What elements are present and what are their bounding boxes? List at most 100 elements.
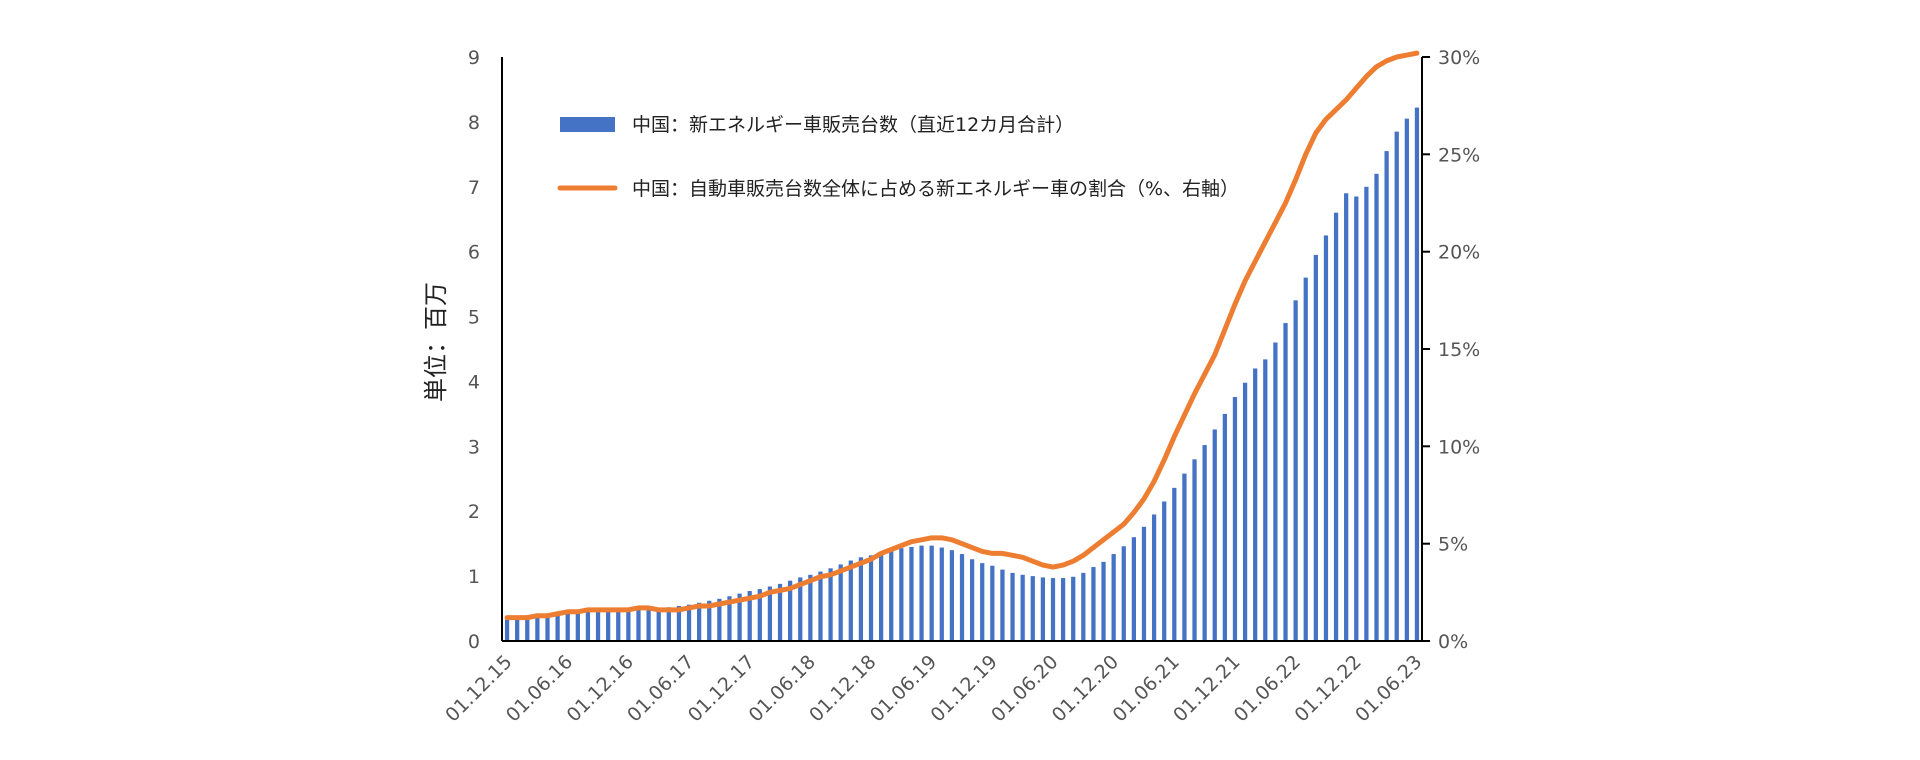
bar <box>980 563 985 641</box>
bar <box>1323 235 1329 641</box>
y-tick-label: 0 <box>468 631 480 653</box>
bar <box>969 559 975 641</box>
bar <box>504 619 510 641</box>
bar <box>1313 254 1318 641</box>
bar <box>1404 118 1409 641</box>
bar <box>1273 342 1278 641</box>
bar <box>1050 578 1056 641</box>
bar <box>909 546 914 641</box>
bar <box>939 547 944 641</box>
y2-tick-label: 10% <box>1438 436 1480 458</box>
bar <box>676 605 682 641</box>
bar <box>606 610 611 641</box>
bar <box>1071 576 1076 641</box>
bar <box>636 608 641 641</box>
bar <box>515 618 520 641</box>
bar <box>737 593 742 641</box>
y-tick-labels-left: 0 1 2 3 4 5 6 7 8 9 <box>468 47 480 653</box>
bar <box>838 564 843 641</box>
bar <box>919 545 924 641</box>
bar <box>626 608 631 641</box>
bar <box>757 589 762 641</box>
bar <box>828 568 833 641</box>
bar <box>1303 277 1308 641</box>
bar <box>1010 572 1015 641</box>
bar <box>1081 572 1086 641</box>
bar <box>1384 151 1389 641</box>
x-tick-labels: 01.12.1501.06.1601.12.1601.06.1701.12.17… <box>441 651 1426 726</box>
y2-tick-label: 5% <box>1438 534 1468 556</box>
bar <box>879 552 884 641</box>
bar <box>889 550 894 641</box>
legend-swatch-bars <box>560 117 615 132</box>
bar <box>990 565 995 641</box>
bar <box>1253 368 1258 641</box>
y2-tick-label: 0% <box>1438 631 1468 653</box>
bar <box>616 609 621 641</box>
share-line <box>504 50 1420 621</box>
bar <box>1414 107 1420 642</box>
bar <box>565 613 570 641</box>
legend-label-line: 中国：自動車販売台数全体に占める新エネルギー車の割合（%、右軸） <box>632 178 1239 200</box>
y-tick-label: 3 <box>468 436 480 458</box>
bar <box>1040 577 1046 641</box>
bar <box>666 607 671 641</box>
bar-series <box>504 107 1420 642</box>
bar <box>777 583 783 641</box>
bar <box>1242 382 1248 641</box>
bar <box>1283 323 1288 641</box>
bar <box>727 596 732 641</box>
bar <box>1172 487 1177 641</box>
bar <box>686 604 692 641</box>
bar <box>1060 578 1066 641</box>
bar <box>707 600 712 641</box>
bar <box>595 611 601 641</box>
bar <box>1192 459 1197 641</box>
y2-tick-label: 25% <box>1438 144 1480 166</box>
bar <box>1263 359 1268 641</box>
bar <box>717 598 722 641</box>
bar <box>1091 567 1096 641</box>
bar <box>1131 537 1136 641</box>
bar <box>858 557 864 641</box>
y-tick-label: 2 <box>468 501 480 523</box>
y-axis-label: 単位：百万 <box>422 282 450 402</box>
bar <box>1202 445 1207 641</box>
bar <box>1141 526 1147 641</box>
bar <box>585 611 591 641</box>
bar <box>697 602 702 641</box>
bar <box>1394 131 1399 641</box>
bar <box>545 616 550 641</box>
bar <box>868 555 874 641</box>
y-tick-label: 8 <box>468 112 480 134</box>
bar <box>1354 196 1359 641</box>
bar <box>1030 576 1035 641</box>
bar <box>555 615 560 641</box>
x-tick-label: 01.06.23 <box>1351 651 1426 726</box>
bar <box>656 607 661 641</box>
bar <box>1344 193 1349 641</box>
bar <box>1121 546 1126 641</box>
bar <box>1162 501 1167 641</box>
bar <box>575 612 580 641</box>
y2-tick-label: 30% <box>1438 47 1480 69</box>
bar <box>1182 473 1187 641</box>
bar <box>798 577 803 641</box>
y2-tick-label: 20% <box>1438 242 1480 264</box>
bar <box>1222 413 1227 641</box>
bar <box>646 608 651 641</box>
bar <box>1020 574 1025 641</box>
bar <box>959 554 965 641</box>
line-series <box>504 50 1420 621</box>
bar <box>1111 554 1116 641</box>
bar <box>1364 186 1369 641</box>
y-tick-labels-right: 0% 5% 10% 15% 20% 25% 30% <box>1422 47 1480 653</box>
bar <box>1212 429 1217 641</box>
y-tick-label: 6 <box>468 242 480 264</box>
y-tick-label: 7 <box>468 177 480 199</box>
bar <box>1101 561 1106 641</box>
bar <box>949 550 955 641</box>
y2-tick-label: 15% <box>1438 339 1480 361</box>
bar <box>747 591 752 641</box>
bar <box>1333 212 1339 642</box>
